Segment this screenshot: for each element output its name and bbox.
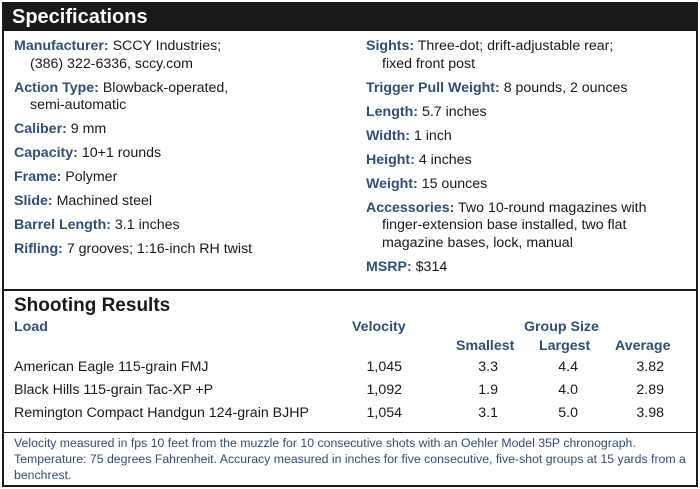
spec-value: Machined steel — [56, 193, 153, 209]
spec-item-sights: Sights: Three-dot; drift-adjustable rear… — [366, 38, 696, 73]
spec-item-capacity: Capacity: 10+1 rounds — [14, 145, 359, 163]
spec-label: Barrel Length: — [14, 217, 111, 233]
spec-value-continued: fixed front post — [382, 55, 476, 72]
spec-value: $314 — [415, 258, 448, 275]
spec-item-rifling: Rifling: 7 grooves; 1:16-inch RH twist — [14, 241, 359, 259]
row-velocity: 1,092 — [366, 382, 402, 398]
spec-value: 9 mm — [70, 121, 107, 137]
row-smallest: 3.3 — [478, 359, 498, 375]
spec-item-manufacturer: Manufacturer: SCCY Industries; (386) 322… — [14, 38, 359, 73]
spec-column-left: Manufacturer: SCCY Industries; (386) 322… — [14, 38, 359, 265]
spec-value: 8 pounds, 2 ounces — [503, 79, 628, 96]
spec-item-slide: Slide: Machined steel — [14, 193, 359, 211]
spec-value: Three-dot; drift-adjustable rear; — [417, 38, 614, 54]
header-smallest: Smallest — [456, 338, 515, 354]
spec-value: Two 10-round magazines with — [458, 199, 647, 216]
spec-value-continued: magazine bases, lock, manual — [382, 234, 573, 251]
spec-value: 10+1 rounds — [81, 145, 162, 161]
row-largest: 4.0 — [558, 382, 578, 398]
spec-label: Manufacturer: — [14, 38, 109, 54]
header-group-size: Group Size — [524, 319, 599, 335]
header-average: Average — [615, 338, 671, 354]
header-load: Load — [14, 319, 48, 335]
spec-value: Blowback-operated, — [102, 79, 229, 96]
spec-item-length: Length: 5.7 inches — [366, 104, 696, 122]
spec-label: Sights: — [366, 38, 415, 54]
shooting-results-title: Shooting Results — [14, 295, 171, 316]
spec-value: 15 ounces — [421, 175, 488, 192]
spec-value: Polymer — [65, 169, 118, 185]
spec-item-frame: Frame: Polymer — [14, 169, 359, 187]
row-average: 3.82 — [636, 359, 664, 375]
spec-item-action-type: Action Type: Blowback-operated, semi-aut… — [14, 80, 359, 115]
spec-label: Accessories: — [366, 199, 455, 216]
row-load: Remington Compact Handgun 124-grain BJHP — [14, 405, 309, 421]
row-average: 2.89 — [636, 382, 664, 398]
spec-label: Height: — [366, 151, 415, 168]
spec-value-continued: finger-extension base installed, two fla… — [382, 217, 627, 233]
spec-label: Slide: — [14, 193, 53, 209]
footnote: Velocity measured in fps 10 feet from th… — [4, 432, 696, 485]
section-divider — [4, 289, 696, 291]
row-largest: 5.0 — [558, 405, 578, 421]
spec-item-height: Height: 4 inches — [366, 152, 696, 170]
spec-value: 4 inches — [418, 151, 472, 168]
spec-value: 5.7 inches — [421, 103, 487, 120]
spec-label: Trigger Pull Weight: — [366, 79, 500, 96]
row-smallest: 1.9 — [478, 382, 498, 398]
spec-column-right: Sights: Three-dot; drift-adjustable rear… — [366, 38, 696, 283]
spec-item-width: Width: 1 inch — [366, 128, 696, 146]
row-velocity: 1,045 — [366, 359, 402, 375]
row-smallest: 3.1 — [478, 405, 498, 421]
spec-label: Weight: — [366, 175, 418, 192]
spec-label: Rifling: — [14, 241, 63, 257]
spec-label: Caliber: — [14, 121, 67, 137]
row-average: 3.98 — [636, 405, 664, 421]
spec-item-trigger-pull-weight: Trigger Pull Weight: 8 pounds, 2 ounces — [366, 80, 696, 98]
header-largest: Largest — [539, 338, 591, 354]
row-load: American Eagle 115-grain FMJ — [14, 359, 209, 375]
row-load: Black Hills 115-grain Tac-XP +P — [14, 382, 214, 398]
spec-label: Action Type: — [14, 79, 99, 96]
spec-label: MSRP: — [366, 258, 412, 275]
spec-label: Frame: — [14, 169, 62, 185]
spec-item-msrp: MSRP: $314 — [366, 259, 696, 277]
spec-value: 3.1 inches — [114, 217, 180, 233]
spec-item-weight: Weight: 15 ounces — [366, 176, 696, 194]
spec-value: SCCY Industries; — [112, 38, 222, 54]
spec-value: 7 grooves; 1:16-inch RH twist — [66, 241, 253, 257]
row-largest: 4.4 — [558, 359, 578, 375]
header-velocity: Velocity — [352, 319, 406, 335]
spec-label: Capacity: — [14, 145, 78, 161]
spec-value: 1 inch — [413, 127, 452, 144]
specifications-title: Specifications — [4, 4, 696, 31]
spec-value-continued: (386) 322-6336, sccy.com — [30, 55, 193, 72]
spec-label: Length: — [366, 103, 419, 120]
spec-label: Width: — [366, 127, 410, 144]
row-velocity: 1,054 — [366, 405, 402, 421]
spec-item-accessories: Accessories: Two 10-round magazines with… — [366, 200, 696, 253]
spec-value-continued: semi-automatic — [30, 97, 127, 113]
spec-item-caliber: Caliber: 9 mm — [14, 121, 359, 139]
spec-item-barrel-length: Barrel Length: 3.1 inches — [14, 217, 359, 235]
